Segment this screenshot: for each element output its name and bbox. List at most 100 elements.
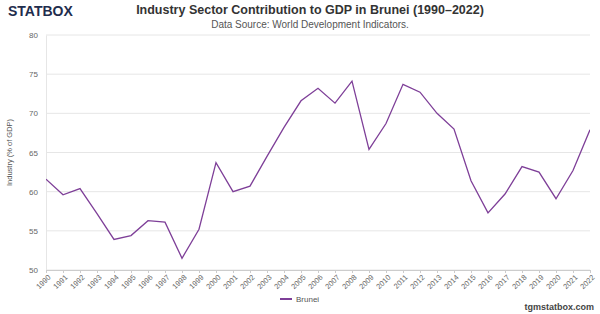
x-tick-mark (471, 270, 472, 273)
x-tick-mark (114, 270, 115, 273)
x-axis: 1990199119921993199419951996199719981999… (34, 270, 596, 291)
x-tick-mark (420, 270, 421, 273)
x-tick-label: 1998 (170, 273, 188, 291)
x-tick: 2006 (306, 270, 324, 291)
x-tick-label: 2003 (255, 273, 273, 291)
x-tick: 2019 (527, 270, 545, 291)
series-line (46, 81, 590, 258)
x-tick-label: 2006 (306, 273, 324, 291)
legend: Brunei (280, 295, 319, 304)
x-tick-label: 1993 (85, 273, 103, 291)
x-tick-mark (250, 270, 251, 273)
x-tick-label: 2013 (425, 273, 443, 291)
x-tick-mark (437, 270, 438, 273)
x-tick: 2013 (425, 270, 443, 291)
x-tick-mark (505, 270, 506, 273)
plot-area (46, 81, 590, 258)
x-tick: 2022 (578, 270, 596, 291)
grid-line (46, 74, 590, 75)
x-tick-mark (369, 270, 370, 273)
y-tick-label: 50 (29, 266, 38, 275)
x-tick-label: 1990 (34, 273, 52, 291)
x-tick-label: 2011 (392, 273, 410, 291)
y-tick: 50 (29, 266, 46, 275)
x-tick-mark (573, 270, 574, 273)
x-tick: 2009 (357, 270, 375, 291)
x-tick: 2008 (340, 270, 358, 291)
chart: STATBOX Industry Sector Contribution to G… (0, 0, 600, 314)
x-tick: 2005 (289, 270, 307, 291)
x-tick: 2012 (408, 270, 426, 291)
x-tick-mark (386, 270, 387, 273)
title: Industry Sector Contribution to GDP in B… (136, 3, 484, 17)
x-tick-label: 2010 (374, 273, 392, 291)
x-tick: 1994 (102, 270, 120, 291)
x-tick-label: 2020 (544, 273, 562, 291)
x-tick: 2015 (459, 270, 477, 291)
x-tick-mark (318, 270, 319, 273)
y-tick: 70 (29, 109, 46, 118)
x-tick: 2014 (442, 270, 460, 291)
y-tick: 65 (29, 149, 46, 158)
x-tick: 2021 (561, 270, 579, 291)
x-tick: 2004 (272, 270, 290, 291)
y-tick: 80 (29, 31, 46, 40)
x-tick-mark (148, 270, 149, 273)
y-tick-label: 70 (29, 109, 38, 118)
y-tick: 75 (29, 70, 46, 79)
x-tick-label: 1994 (102, 273, 120, 291)
x-tick-label: 2015 (459, 273, 477, 291)
x-tick: 1992 (68, 270, 86, 291)
x-tick: 2016 (476, 270, 494, 291)
x-tick-mark (267, 270, 268, 273)
grid-line (46, 113, 590, 114)
x-tick-mark (233, 270, 234, 273)
x-tick: 1991 (51, 270, 69, 291)
x-tick-mark (165, 270, 166, 273)
x-tick: 1997 (153, 270, 171, 291)
x-tick: 1999 (187, 270, 205, 291)
x-tick-label: 2012 (408, 273, 426, 291)
logo: STATBOX (8, 3, 73, 19)
grid-line (46, 152, 590, 153)
x-tick-label: 2021 (561, 273, 579, 291)
x-tick: 2007 (323, 270, 341, 291)
x-tick: 2011 (392, 270, 410, 291)
grid-line (46, 191, 590, 192)
x-tick-mark (335, 270, 336, 273)
y-tick-label: 55 (29, 227, 38, 236)
y-axis-title: Industry (% of GDP) (5, 118, 14, 186)
grid (46, 35, 590, 270)
grid-line (46, 35, 590, 36)
x-tick-label: 2014 (442, 273, 460, 291)
x-tick-mark (131, 270, 132, 273)
x-tick-label: 2016 (476, 273, 494, 291)
x-tick-label: 2005 (289, 273, 307, 291)
x-axis-line (47, 271, 591, 274)
x-tick-label: 1996 (136, 273, 154, 291)
x-tick: 2010 (374, 270, 392, 291)
x-tick-mark (216, 270, 217, 273)
y-tick: 55 (29, 227, 46, 236)
x-tick: 2001 (221, 270, 239, 291)
x-tick-label: 2002 (238, 273, 256, 291)
x-tick-label: 2017 (493, 273, 511, 291)
y-tick-label: 75 (29, 70, 38, 79)
x-tick-mark (199, 270, 200, 273)
x-tick-mark (488, 270, 489, 273)
y-tick-label: 60 (29, 188, 38, 197)
legend-swatch (280, 298, 292, 300)
legend-item: Brunei (280, 295, 319, 304)
x-tick-mark (284, 270, 285, 273)
x-tick-mark (454, 270, 455, 273)
x-tick-mark (80, 270, 81, 273)
x-tick: 2020 (544, 270, 562, 291)
x-tick: 1998 (170, 270, 188, 291)
x-tick: 2000 (204, 270, 222, 291)
x-tick-label: 2009 (357, 273, 375, 291)
x-tick-mark (46, 270, 47, 273)
x-tick: 2018 (510, 270, 528, 291)
footer: tgmstatbox.com (524, 302, 594, 312)
x-tick-label: 2022 (578, 273, 596, 291)
x-tick-mark (97, 270, 98, 273)
